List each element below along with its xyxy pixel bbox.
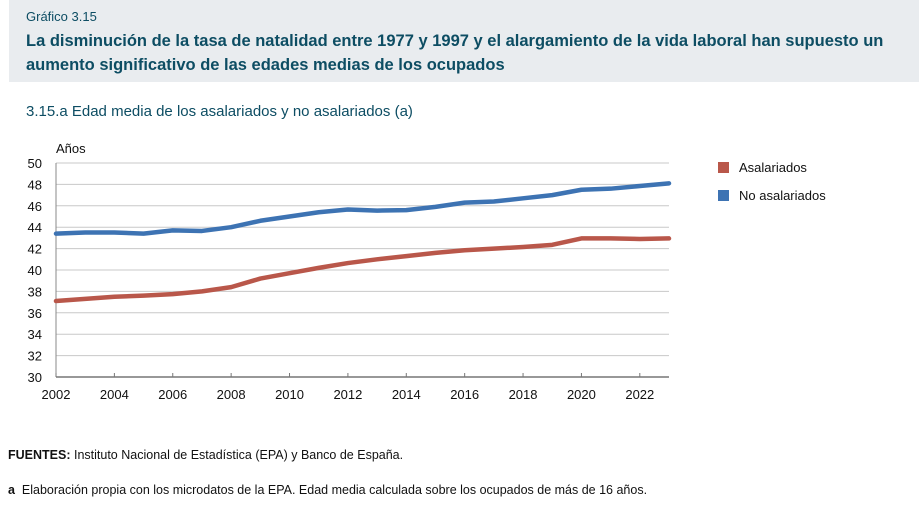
x-tick-label: 2004 [100, 387, 129, 402]
chart-headline: La disminución de la tasa de natalidad e… [26, 32, 884, 74]
y-tick-label: 34 [28, 327, 42, 342]
y-tick-label: 46 [28, 199, 42, 214]
legend-item-no-asalariados: No asalariados [718, 188, 826, 203]
x-tick-label: 2018 [509, 387, 538, 402]
y-tick-label: 48 [28, 177, 42, 192]
y-tick-label: 50 [28, 156, 42, 171]
sources: FUENTES: Instituto Nacional de Estadísti… [8, 448, 403, 462]
x-tick-label: 2020 [567, 387, 596, 402]
y-tick-label: 30 [28, 370, 42, 385]
chart-title: 3.15.a Edad media de los asalariados y n… [26, 103, 413, 120]
footnote-text: Elaboración propia con los microdatos de… [21, 483, 648, 497]
x-tick-label: 2014 [392, 387, 421, 402]
legend-label: No asalariados [739, 188, 826, 203]
footnote: a Elaboración propia con los microdatos … [8, 483, 647, 497]
y-tick-label: 38 [28, 284, 42, 299]
legend-item-asalariados: Asalariados [718, 160, 807, 175]
legend-swatch [718, 162, 729, 173]
y-axis-label: Años [56, 141, 86, 156]
y-tick-label: 36 [28, 306, 42, 321]
x-tick-label: 2016 [450, 387, 479, 402]
series-line-no-asalariados [53, 181, 672, 236]
y-tick-label: 44 [28, 220, 42, 235]
y-tick-label: 40 [28, 263, 42, 278]
x-tick-label: 2012 [333, 387, 362, 402]
legend-label: Asalariados [739, 160, 807, 175]
x-tick-label: 2002 [42, 387, 71, 402]
footnote-label: a [8, 483, 15, 497]
x-tick-label: 2022 [625, 387, 654, 402]
header-panel [9, 0, 919, 82]
x-tick-label: 2010 [275, 387, 304, 402]
sources-label: FUENTES: [8, 448, 71, 462]
sources-text: Instituto Nacional de Estadística (EPA) … [73, 448, 404, 462]
series-line-asalariados [53, 236, 672, 304]
chart-number: Gráfico 3.15 [26, 9, 97, 24]
y-tick-label: 32 [28, 349, 42, 364]
x-tick-label: 2006 [158, 387, 187, 402]
legend-swatch [718, 190, 729, 201]
x-tick-label: 2008 [217, 387, 246, 402]
y-tick-label: 42 [28, 242, 42, 257]
